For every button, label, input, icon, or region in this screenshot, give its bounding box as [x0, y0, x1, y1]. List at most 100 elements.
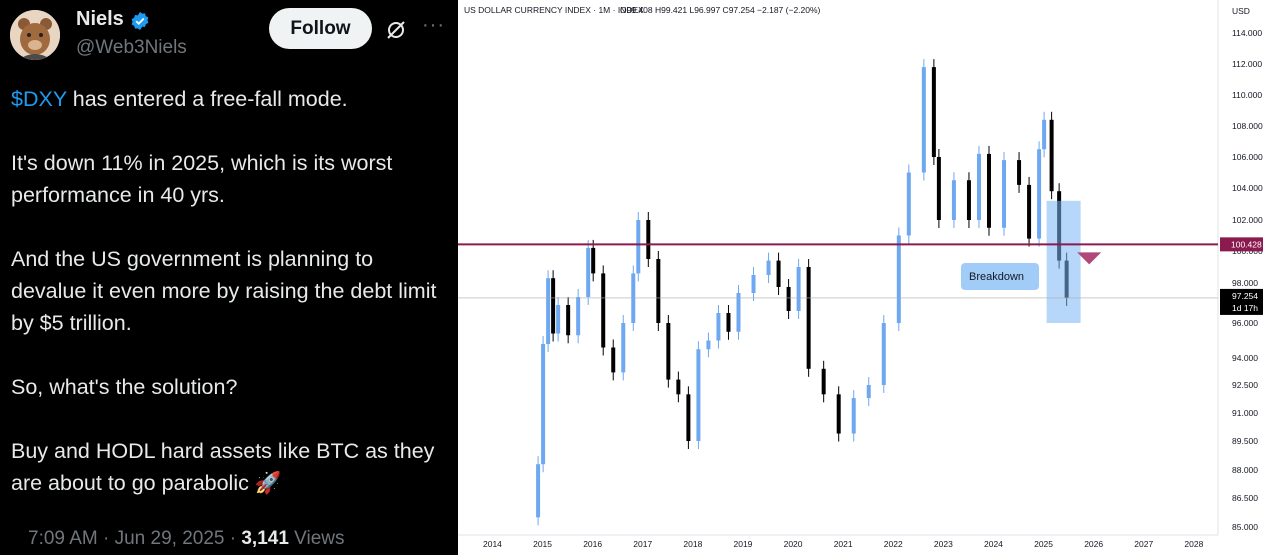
candle-body — [906, 172, 911, 236]
candle-body — [546, 278, 551, 344]
time-tick-label: 2025 — [1034, 539, 1053, 549]
candle-body — [931, 67, 936, 157]
candle-body — [986, 153, 991, 228]
candle-body — [676, 379, 681, 395]
verified-badge-icon — [131, 11, 149, 31]
time-axis: 2014 2015 2016 2017 2018 2019 2020 2021 2022 2023… — [483, 539, 1204, 549]
candle-body — [1017, 160, 1022, 185]
tweet-paragraph-2: It's down 11% in 2025, which is its wors… — [11, 151, 393, 207]
dxy-chart: US DOLLAR CURRENCY INDEX · 1M · INDEX O9… — [458, 0, 1263, 555]
level-tag-box — [1220, 237, 1263, 252]
price-tick-label: 88.000 — [1232, 465, 1258, 475]
last-price-label: 97.254 — [1232, 291, 1258, 301]
views-label: Views — [288, 528, 345, 549]
grok-icon[interactable] — [384, 18, 408, 42]
breakdown-annotation: Breakdown — [961, 263, 1039, 290]
views-count: 3,141 — [241, 528, 289, 549]
time-tick-label: 2015 — [533, 539, 552, 549]
price-tick-label: 96.000 — [1232, 318, 1258, 328]
breakdown-box — [1046, 200, 1081, 323]
candle-body — [896, 235, 901, 323]
follow-button[interactable]: Follow — [269, 8, 372, 49]
price-tick-label: 86.500 — [1232, 493, 1258, 503]
down-arrow-marker — [1077, 252, 1102, 265]
candle-body — [646, 220, 651, 259]
tweet-paragraph-4: So, what's the solution? — [11, 375, 238, 399]
time-tick-label: 2018 — [683, 539, 702, 549]
candle-body — [706, 340, 711, 350]
candle-body — [656, 259, 661, 323]
price-tick-label: 110.000 — [1232, 90, 1262, 100]
time-tick-label: 2021 — [834, 539, 853, 549]
level-tag-label: 100.428 — [1231, 239, 1262, 249]
price-tick-label: 89.500 — [1232, 436, 1258, 446]
candle-body — [866, 385, 871, 399]
candle-body — [836, 394, 841, 434]
avatar[interactable] — [10, 10, 60, 60]
ohlc-header: O99.408 H99.421 L96.997 C97.254 −2.187 (… — [620, 5, 821, 15]
candles — [536, 59, 1069, 526]
price-tick-label: 106.000 — [1232, 152, 1263, 162]
candle-body — [806, 267, 811, 369]
candle-body — [611, 347, 616, 373]
time-tick-label: 2028 — [1184, 539, 1203, 549]
candle-body — [636, 220, 641, 274]
chart-canvas[interactable]: US DOLLAR CURRENCY INDEX · 1M · INDEX O9… — [458, 0, 1263, 555]
candle-body — [851, 398, 856, 434]
candle-body — [1002, 160, 1007, 228]
chart-title: US DOLLAR CURRENCY INDEX · 1M · INDEX — [464, 5, 644, 15]
rocket-emoji: 🚀 — [254, 471, 282, 495]
candle-body — [566, 305, 571, 336]
breakdown-label: Breakdown — [969, 271, 1024, 283]
candle-body — [736, 293, 741, 332]
price-tick-label: 98.000 — [1232, 278, 1258, 288]
time-tick-label: 2023 — [934, 539, 953, 549]
price-axis: 114.000 112.000 110.000 108.000 106.000 104.0… — [1232, 28, 1263, 532]
candle-body — [591, 247, 596, 274]
breakdown-label-box — [961, 263, 1039, 290]
time-tick-label: 2016 — [583, 539, 602, 549]
cashtag-link[interactable]: $DXY — [11, 87, 67, 111]
candle-body — [921, 67, 926, 173]
price-tick-label: 91.000 — [1232, 408, 1258, 418]
candle-body — [686, 394, 691, 441]
currency-label: USD — [1232, 6, 1250, 16]
tweet-text: $DXY has entered a free-fall mode. It's … — [11, 83, 451, 531]
candle-body — [696, 349, 701, 441]
time-tick-label: 2020 — [784, 539, 803, 549]
candle-body — [601, 273, 606, 348]
candle-body — [716, 313, 721, 341]
candle-body — [966, 180, 971, 220]
time-tick-label: 2027 — [1134, 539, 1153, 549]
tweet-timestamp[interactable]: 7:09 AM · Jun 29, 2025 · — [28, 528, 242, 549]
candle-body — [1037, 149, 1042, 239]
candle-body — [666, 323, 671, 380]
more-icon[interactable]: ··· — [422, 14, 445, 36]
price-tick-label: 94.000 — [1232, 353, 1258, 363]
price-tick-label: 114.000 — [1232, 28, 1262, 38]
candle-body — [951, 180, 956, 220]
candle-body — [976, 153, 981, 220]
time-tick-label: 2014 — [483, 539, 502, 549]
candle-body — [936, 157, 941, 220]
time-tick-label: 2019 — [734, 539, 753, 549]
last-tag-box — [1220, 288, 1263, 315]
time-tick-label: 2022 — [884, 539, 903, 549]
author-name[interactable]: Niels — [76, 8, 124, 30]
candle-body — [726, 313, 731, 332]
time-tick-label: 2017 — [633, 539, 652, 549]
candle-body — [1042, 119, 1047, 150]
author-handle[interactable]: @Web3Niels — [76, 37, 187, 58]
tweet-paragraph-5: Buy and HODL hard assets like BTC as the… — [11, 435, 451, 499]
tweet-paragraph-5-text: Buy and HODL hard assets like BTC as the… — [11, 439, 435, 495]
tweet-line-1: has entered a free-fall mode. — [66, 87, 348, 111]
candle-body — [1049, 119, 1054, 192]
time-tick-label: 2026 — [1084, 539, 1103, 549]
candle-body — [751, 275, 756, 293]
price-tick-label: 104.000 — [1232, 183, 1263, 193]
price-tick-label: 92.500 — [1232, 380, 1258, 390]
level-price-tag: 100.428 — [1220, 237, 1263, 252]
time-tick-label: 2024 — [984, 539, 1003, 549]
candle-body — [881, 323, 886, 385]
tweet-pane: Niels @Web3Niels Follow ··· $DXY has ent… — [0, 0, 458, 555]
